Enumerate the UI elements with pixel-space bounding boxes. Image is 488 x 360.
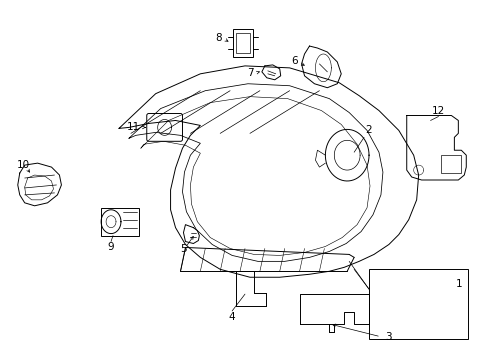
- Bar: [233, 29, 252, 57]
- Bar: [368, 269, 468, 339]
- Text: 11: 11: [127, 122, 140, 132]
- Text: 9: 9: [107, 243, 114, 252]
- Text: 5: 5: [180, 244, 186, 255]
- Text: 10: 10: [17, 160, 30, 170]
- Text: 2: 2: [365, 125, 371, 135]
- Text: 6: 6: [291, 56, 297, 66]
- Text: 3: 3: [385, 332, 391, 342]
- Bar: [101, 208, 139, 235]
- Text: 1: 1: [455, 279, 462, 289]
- Bar: [236, 33, 249, 53]
- Text: 7: 7: [246, 68, 253, 78]
- Bar: [441, 155, 460, 173]
- Text: 4: 4: [228, 312, 235, 322]
- Text: 8: 8: [214, 33, 221, 43]
- Text: 12: 12: [431, 105, 444, 116]
